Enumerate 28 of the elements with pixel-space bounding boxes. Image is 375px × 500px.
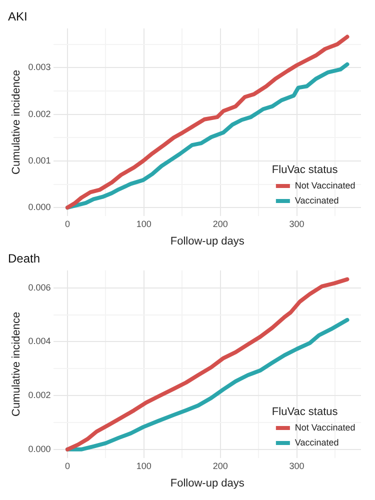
x-tick-label: 0 bbox=[64, 218, 70, 229]
y-tick-label: 0.004 bbox=[28, 336, 51, 346]
legend-title: FluVac status bbox=[272, 164, 338, 176]
x-tick-label: 300 bbox=[289, 218, 304, 229]
chart-title: Death bbox=[8, 252, 40, 266]
x-axis-title: Follow-up days bbox=[170, 477, 245, 490]
y-tick-label: 0.002 bbox=[28, 390, 51, 400]
legend-label: Not Vaccinated bbox=[294, 180, 356, 190]
chart-title: AKI bbox=[8, 10, 28, 24]
y-tick-label: 0.002 bbox=[28, 108, 51, 119]
y-tick-label: 0.000 bbox=[28, 202, 51, 212]
legend-label: Not Vaccinated bbox=[294, 422, 356, 432]
y-axis-title: Cumulative incidence bbox=[10, 70, 23, 174]
y-tick-label: 0.001 bbox=[28, 155, 51, 166]
legend-title: FluVac status bbox=[272, 406, 338, 418]
legend-label: Vaccinated bbox=[294, 437, 339, 448]
x-tick-label: 200 bbox=[212, 218, 228, 229]
x-tick-label: 100 bbox=[136, 218, 152, 229]
legend-label: Vaccinated bbox=[294, 195, 339, 206]
x-axis-title: Follow-up days bbox=[170, 235, 245, 248]
x-tick-label: 0 bbox=[64, 460, 70, 471]
y-axis-title: Cumulative incidence bbox=[10, 312, 23, 416]
y-tick-label: 0.006 bbox=[28, 282, 51, 292]
x-tick-label: 200 bbox=[212, 460, 228, 471]
x-tick-label: 100 bbox=[136, 460, 152, 471]
x-tick-label: 300 bbox=[289, 460, 304, 471]
y-tick-label: 0.003 bbox=[28, 62, 51, 72]
y-tick-label: 0.000 bbox=[28, 444, 51, 454]
